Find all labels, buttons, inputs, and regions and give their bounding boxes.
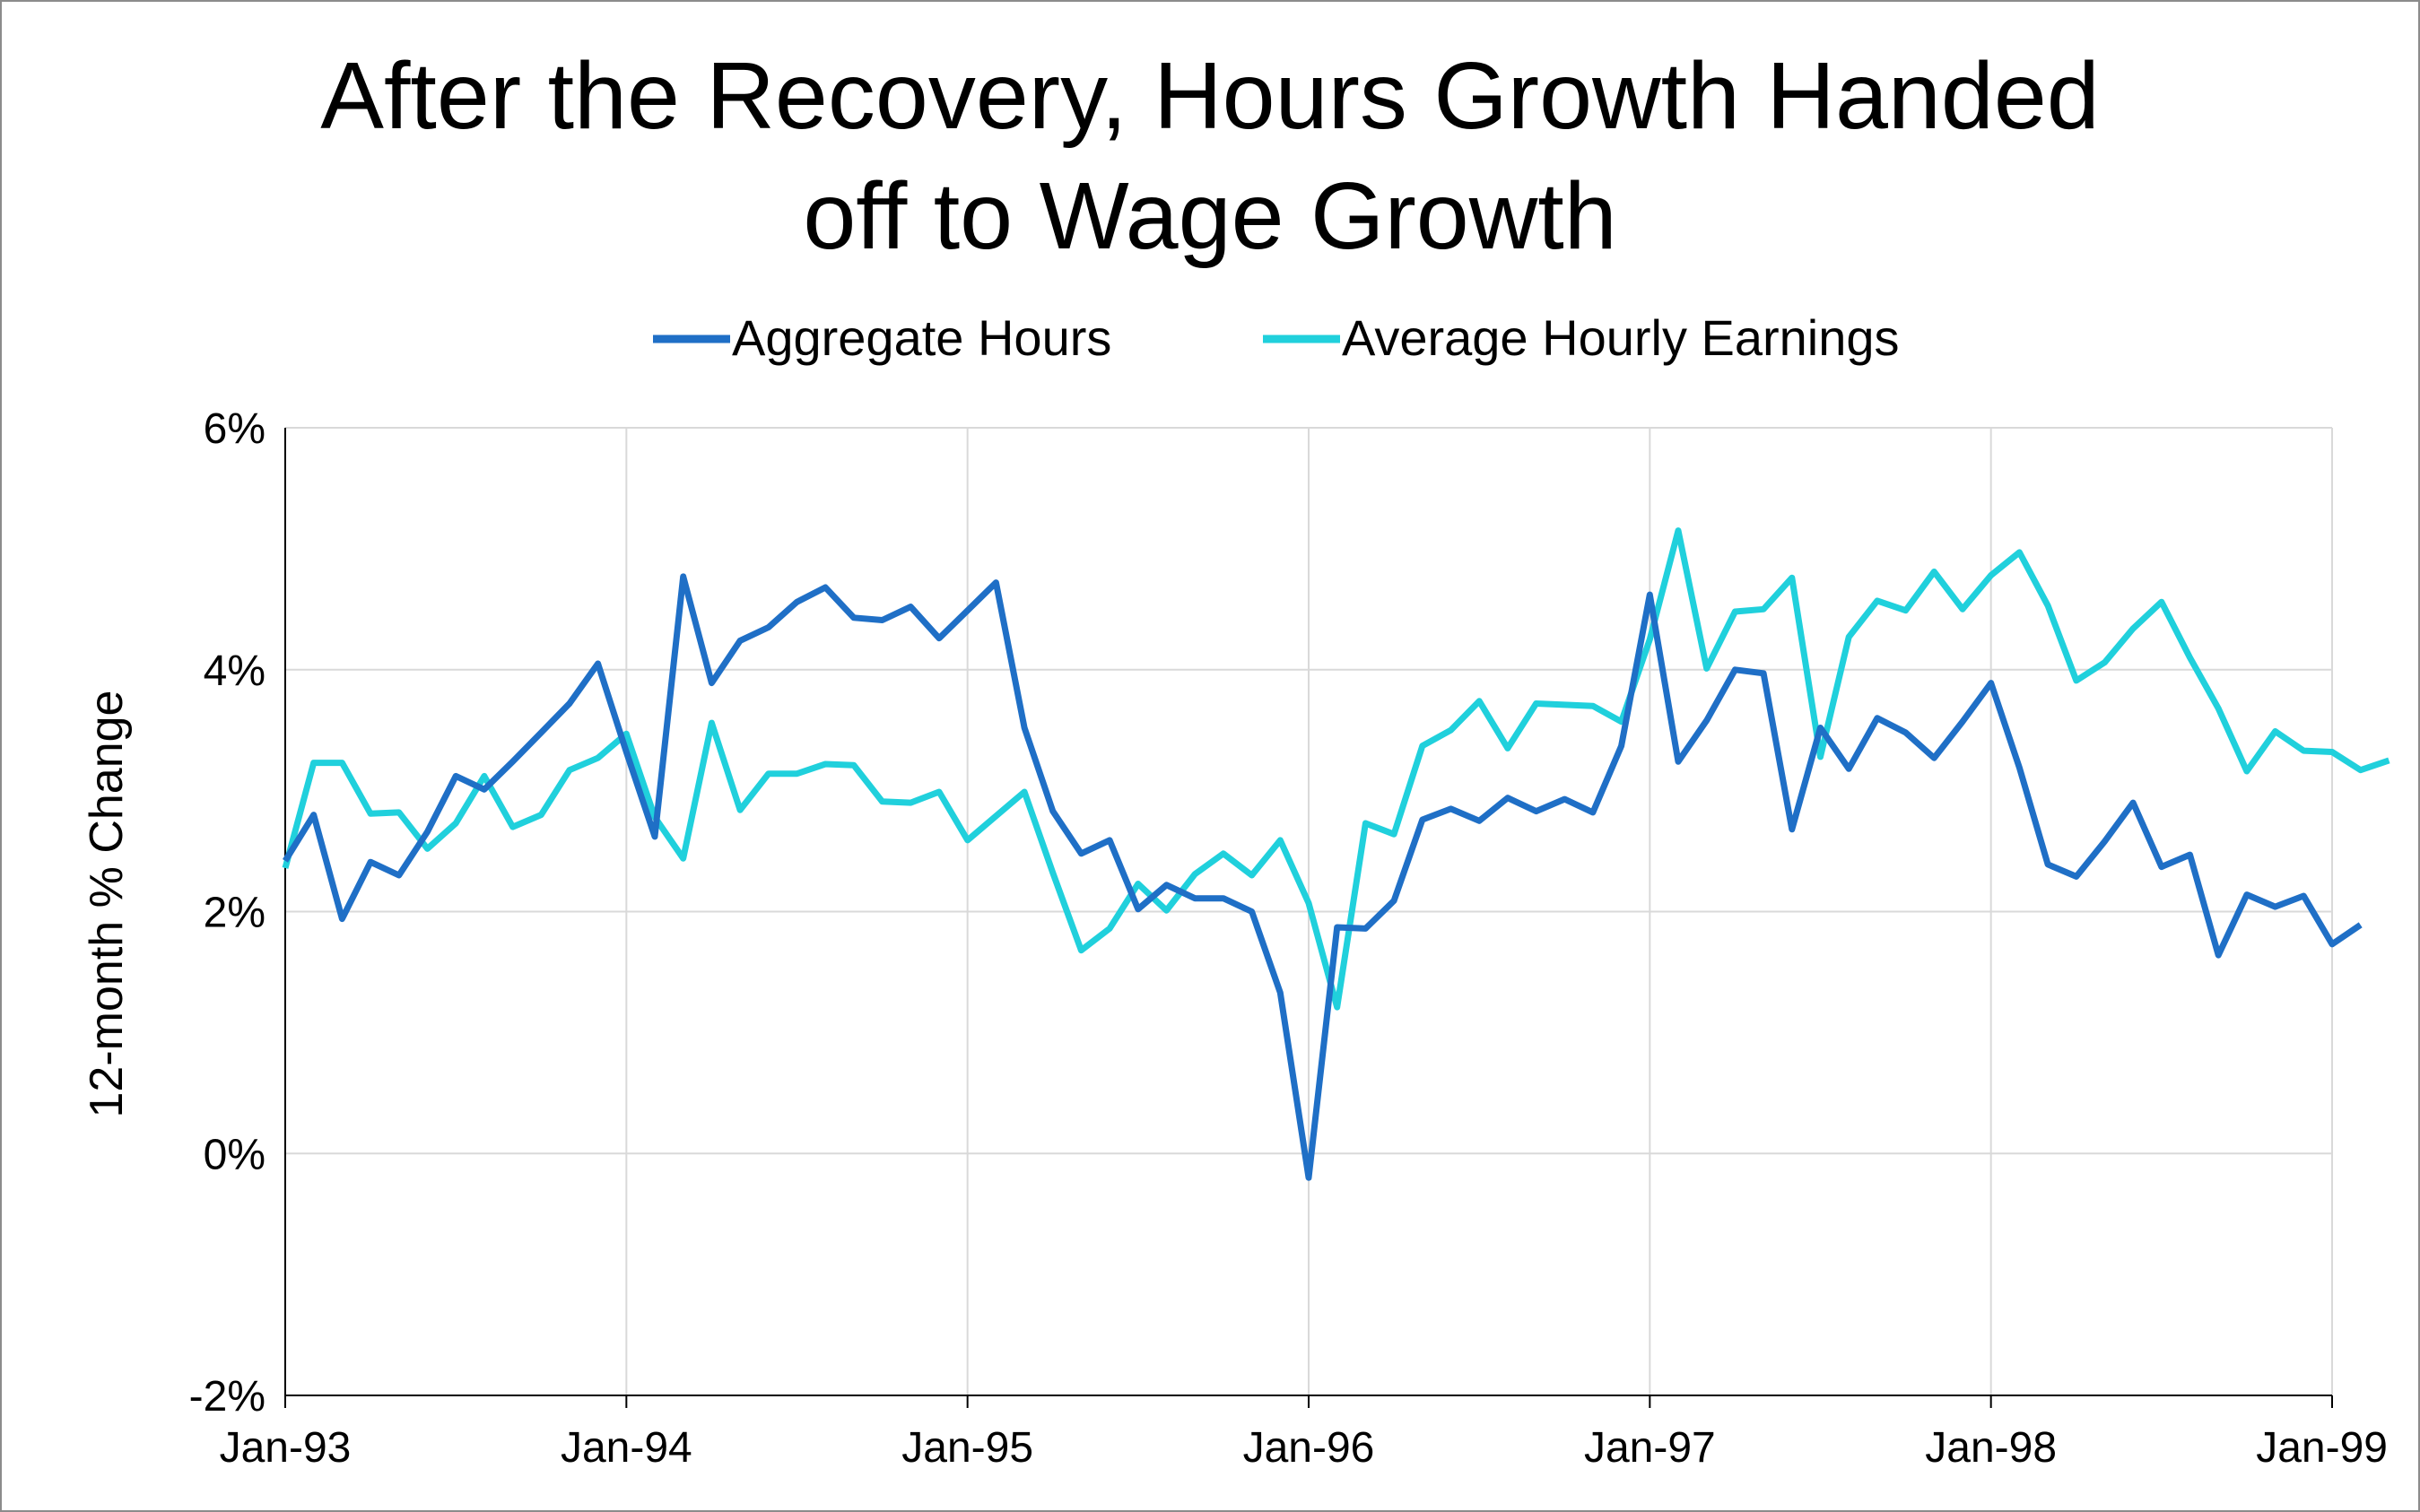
x-tick-label: Jan-95 [901,1424,1033,1472]
legend-label: Aggregate Hours [732,309,1111,366]
y-tick-label: 4% [204,647,266,695]
chart-title-line-1: After the Recovery, Hours Growth Handed [320,43,2100,149]
legend: Aggregate Hours Average Hourly Earnings [653,309,1900,366]
y-tick-label: 0% [204,1131,266,1178]
series-line-aggregate-hours [283,573,2363,1181]
y-tick-label: 2% [204,890,266,937]
legend-label: Average Hourly Earnings [1342,309,1900,366]
gridlines [285,427,2333,1395]
y-tick-label: 6% [204,405,266,453]
series-lines [282,527,2390,1181]
x-tick-label: Jan-94 [561,1424,692,1472]
series-line-average-hourly-earnings [282,527,2390,1011]
chart-title-line-2: off to Wage Growth [803,163,1617,269]
x-tick-label: Jan-99 [2256,1424,2388,1472]
y-axis-label: 12-month % Change [81,691,133,1118]
y-tick-label: -2% [189,1373,266,1421]
axes: -2% 0% 2% 4% 6% Jan-93 Jan-94 Jan-95 Jan-96 Jan-9… [189,405,2388,1472]
x-tick-label: Jan-98 [1925,1424,2057,1472]
x-tick-label: Jan-96 [1243,1424,1375,1472]
chart-title: After the Recovery, Hours Growth Handed … [0,36,2420,276]
x-tick-label: Jan-97 [1584,1424,1716,1472]
x-tick-label: Jan-93 [220,1424,352,1472]
